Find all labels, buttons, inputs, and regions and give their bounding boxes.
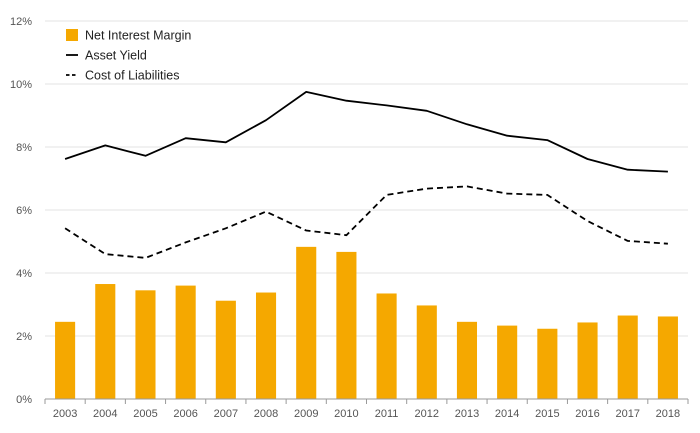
x-tick-label: 2015	[535, 408, 559, 420]
bar	[175, 285, 196, 399]
bar	[657, 316, 678, 399]
x-tick-label: 2016	[575, 408, 599, 420]
bar	[215, 300, 236, 399]
x-tick-label: 2007	[214, 408, 238, 420]
x-tick-label: 2006	[173, 408, 197, 420]
x-tick-label: 2010	[334, 408, 358, 420]
x-tick-label: 2005	[133, 408, 157, 420]
bar	[296, 246, 317, 399]
x-tick-label: 2012	[415, 408, 439, 420]
y-tick-label: 12%	[10, 16, 32, 28]
y-tick-label: 6%	[16, 205, 32, 217]
legend: Net Interest Margin Asset Yield Cost of Li…	[66, 29, 191, 83]
axes: 0% 2% 4% 6% 8% 10% 12% 2003 2004 2005 2006 2007 2008…	[10, 16, 689, 420]
y-tick-label: 10%	[10, 79, 32, 91]
bar	[416, 305, 437, 399]
x-tick-label: 2011	[375, 408, 399, 420]
x-tick-label: 2013	[455, 408, 479, 420]
bar	[55, 321, 76, 399]
bar	[135, 290, 156, 399]
legend-label: Cost of Liabilities	[85, 69, 180, 83]
bar	[537, 328, 558, 399]
bar	[617, 315, 638, 399]
y-tick-label: 8%	[16, 142, 32, 154]
y-tick-label: 4%	[16, 268, 32, 280]
y-tick-label: 2%	[16, 331, 32, 343]
x-tick-label: 2009	[294, 408, 318, 420]
x-tick-label: 2017	[615, 408, 639, 420]
lines	[64, 91, 668, 259]
cost-of-liabilities-line	[64, 185, 668, 259]
bar	[497, 325, 518, 399]
x-tick-label: 2004	[93, 408, 117, 420]
x-tick-label: 2008	[254, 408, 278, 420]
bars	[55, 246, 678, 399]
legend-label: Net Interest Margin	[85, 29, 191, 43]
bar	[95, 284, 116, 399]
bar	[336, 251, 357, 399]
bar	[376, 293, 397, 399]
y-tick-label: 0%	[16, 394, 32, 406]
x-tick-label: 2014	[495, 408, 519, 420]
x-tick-label: 2018	[656, 408, 680, 420]
bar	[577, 322, 598, 399]
bar	[456, 321, 478, 399]
asset-yield-line	[64, 91, 668, 173]
legend-label: Asset Yield	[85, 49, 147, 63]
x-tick-label: 2003	[53, 408, 77, 420]
legend-swatch-bar	[66, 29, 78, 41]
bar	[255, 292, 277, 399]
